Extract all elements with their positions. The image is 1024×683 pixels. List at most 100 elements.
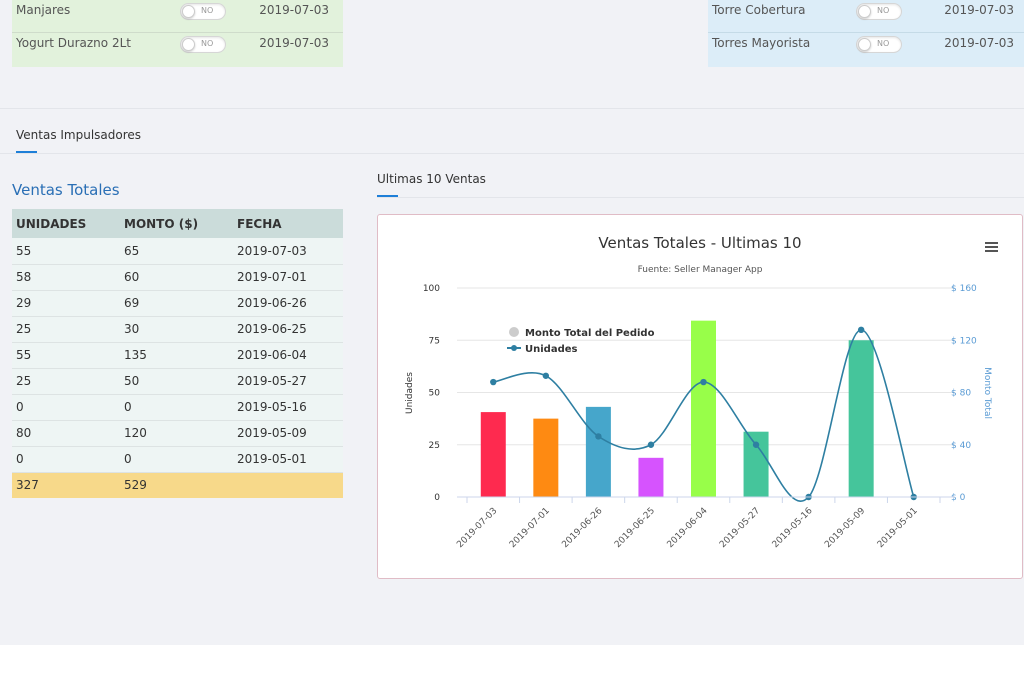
total-monto: 529 — [120, 472, 233, 498]
cell-monto: 65 — [120, 238, 233, 265]
table-row: 0 0 2019-05-16 — [12, 394, 343, 421]
chart-bar — [848, 340, 874, 497]
menu-line — [985, 242, 998, 244]
x-tick-label: 2019-06-26 — [560, 506, 604, 550]
cell-unidades: 55 — [12, 342, 120, 369]
list-item: Manjares NO 2019-07-03 — [12, 0, 343, 33]
total-row: 327 529 — [12, 472, 343, 498]
unidades-point — [647, 441, 655, 448]
cell-unidades: 58 — [12, 264, 120, 291]
column-header-monto: MONTO ($) — [120, 209, 233, 238]
product-name: Torres Mayorista — [712, 36, 811, 50]
table-row: 25 50 2019-05-27 — [12, 368, 343, 395]
unidades-point — [595, 433, 602, 440]
cell-fecha: 2019-07-03 — [233, 238, 343, 265]
cell-fecha: 2019-05-16 — [233, 394, 343, 421]
chart-bar — [638, 457, 664, 497]
legend-marker-monto[interactable] — [509, 327, 519, 337]
cell-monto: 30 — [120, 316, 233, 343]
cell-unidades: 25 — [12, 368, 120, 395]
product-list-right: Torre Cobertura NO 2019-07-03 Torres May… — [708, 0, 1024, 67]
cell-fecha: 2019-06-04 — [233, 342, 343, 369]
y-axis-title: Unidades — [405, 372, 415, 414]
active-toggle[interactable]: NO — [180, 36, 226, 53]
menu-line — [985, 246, 998, 248]
toggle-label: NO — [201, 39, 214, 48]
table-row: 55 135 2019-06-04 — [12, 342, 343, 369]
cell-fecha: 2019-05-27 — [233, 368, 343, 395]
list-item: Torre Cobertura NO 2019-07-03 — [708, 0, 1024, 33]
unidades-point — [752, 441, 760, 448]
y2-tick-label: $ 0 — [951, 493, 966, 503]
toggle-label: NO — [877, 6, 890, 15]
table-header-row: UNIDADES MONTO ($) FECHA — [12, 209, 343, 238]
legend-label-monto[interactable]: Monto Total del Pedido — [525, 328, 655, 339]
legend-label-unidades[interactable]: Unidades — [525, 344, 578, 355]
column-header-unidades: UNIDADES — [12, 209, 120, 238]
list-item: Torres Mayorista NO 2019-07-03 — [708, 33, 1024, 66]
column-header-fecha: FECHA — [233, 209, 343, 238]
chart-bar — [585, 406, 611, 497]
product-name: Torre Cobertura — [712, 3, 806, 17]
chart-bar — [480, 412, 506, 497]
cell-unidades: 25 — [12, 316, 120, 343]
y-tick-label: 100 — [423, 284, 440, 294]
hamburger-icon[interactable] — [985, 242, 998, 252]
x-tick-label: 2019-05-27 — [718, 506, 762, 550]
toggle-label: NO — [877, 39, 890, 48]
x-tick-label: 2019-05-09 — [823, 506, 867, 550]
product-date: 2019-07-03 — [259, 3, 329, 17]
active-toggle[interactable]: NO — [856, 36, 902, 53]
unidades-point — [490, 378, 497, 386]
chart-card: Ventas Totales - Ultimas 10 Fuente: Sell… — [377, 214, 1023, 579]
cell-unidades: 55 — [12, 238, 120, 265]
tab-divider — [0, 153, 1024, 154]
tab-divider — [377, 197, 1024, 198]
table-row: 58 60 2019-07-01 — [12, 264, 343, 291]
cell-fecha: 2019-05-01 — [233, 446, 343, 473]
chart-subtitle: Fuente: Seller Manager App — [638, 265, 763, 275]
table-row: 25 30 2019-06-25 — [12, 316, 343, 343]
cell-monto: 0 — [120, 446, 233, 473]
section-divider — [0, 108, 1024, 109]
chart-title: Ventas Totales - Ultimas 10 — [598, 234, 801, 252]
cell-monto: 0 — [120, 394, 233, 421]
toggle-knob — [858, 38, 871, 51]
cell-unidades: 0 — [12, 394, 120, 421]
product-date: 2019-07-03 — [259, 36, 329, 50]
table-row: 29 69 2019-06-26 — [12, 290, 343, 317]
y2-tick-label: $ 120 — [951, 336, 977, 346]
list-item: Yogurt Durazno 2Lt NO 2019-07-03 — [12, 33, 343, 66]
product-name: Manjares — [16, 3, 71, 17]
cell-fecha: 2019-06-25 — [233, 316, 343, 343]
cell-fecha: 2019-05-09 — [233, 420, 343, 447]
toggle-knob — [858, 5, 871, 18]
y-tick-label: 75 — [429, 336, 440, 346]
table-row: 55 65 2019-07-03 — [12, 238, 343, 265]
active-toggle[interactable]: NO — [856, 3, 902, 20]
total-fecha — [233, 472, 343, 498]
product-list-left: Manjares NO 2019-07-03 Yogurt Durazno 2L… — [12, 0, 343, 67]
sales-title: Ventas Totales — [12, 181, 120, 199]
table-row: 80 120 2019-05-09 — [12, 420, 343, 447]
cell-monto: 50 — [120, 368, 233, 395]
y2-tick-label: $ 160 — [951, 284, 977, 294]
tab-ventas-impulsadores[interactable]: Ventas Impulsadores — [16, 128, 142, 142]
legend-marker-unidades[interactable] — [511, 345, 517, 351]
unidades-point — [857, 326, 865, 333]
product-date: 2019-07-03 — [944, 36, 1014, 50]
table-row: 0 0 2019-05-01 — [12, 446, 343, 473]
tab-ultimas-10-ventas[interactable]: Ultimas 10 Ventas — [377, 172, 486, 186]
product-date: 2019-07-03 — [944, 3, 1014, 17]
cell-fecha: 2019-07-01 — [233, 264, 343, 291]
cell-unidades: 80 — [12, 420, 120, 447]
active-toggle[interactable]: NO — [180, 3, 226, 20]
x-tick-label: 2019-06-25 — [613, 506, 657, 550]
product-name: Yogurt Durazno 2Lt — [16, 36, 131, 50]
y2-tick-label: $ 80 — [951, 389, 971, 399]
y-tick-label: 50 — [429, 389, 441, 399]
menu-line — [985, 250, 998, 252]
toggle-knob — [182, 38, 195, 51]
chart-bar — [533, 418, 559, 497]
y2-axis-title: Monto Total — [982, 367, 992, 419]
